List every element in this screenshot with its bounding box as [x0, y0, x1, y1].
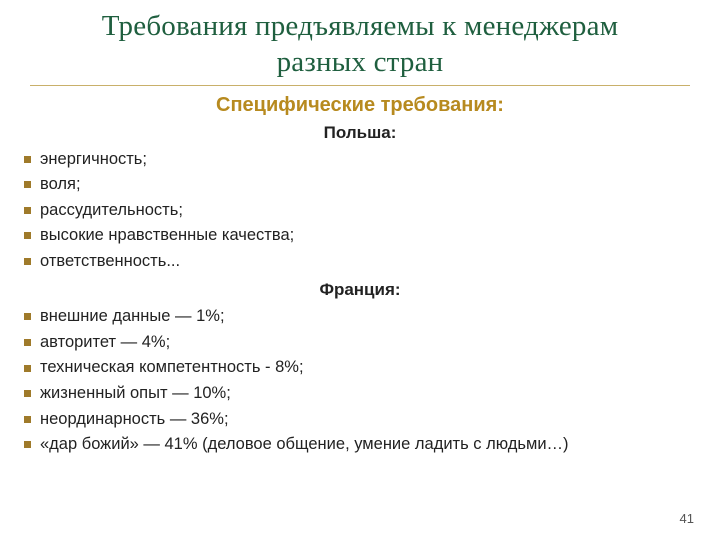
title-underline — [30, 85, 690, 86]
slide: Требования предъявляемы к менеджерам раз… — [0, 0, 720, 540]
slide-title: Требования предъявляемы к менеджерам раз… — [40, 8, 680, 81]
list-item: энергичность; — [18, 147, 720, 173]
title-line-1: Требования предъявляемы к менеджерам — [102, 10, 619, 42]
list-item: высокие нравственные качества; — [18, 223, 720, 249]
list-item: неординарность — 36%; — [18, 407, 720, 433]
title-line-2: разных стран — [277, 46, 444, 78]
list-item: воля; — [18, 172, 720, 198]
list-france: внешние данные — 1%; авторитет — 4%; тех… — [18, 304, 720, 457]
section-heading-france: Франция: — [0, 280, 720, 300]
list-item: внешние данные — 1%; — [18, 304, 720, 330]
list-item: техническая компетентность - 8%; — [18, 355, 720, 381]
list-poland: энергичность; воля; рассудительность; вы… — [18, 147, 720, 275]
list-item: авторитет — 4%; — [18, 330, 720, 356]
list-item: «дар божий» — 41% (деловое общение, умен… — [18, 432, 720, 458]
section-heading-poland: Польша: — [0, 123, 720, 143]
list-item: жизненный опыт — 10%; — [18, 381, 720, 407]
list-item: ответственность... — [18, 249, 720, 275]
subtitle: Специфические требования: — [0, 94, 720, 117]
list-item: рассудительность; — [18, 198, 720, 224]
page-number: 41 — [680, 511, 694, 526]
